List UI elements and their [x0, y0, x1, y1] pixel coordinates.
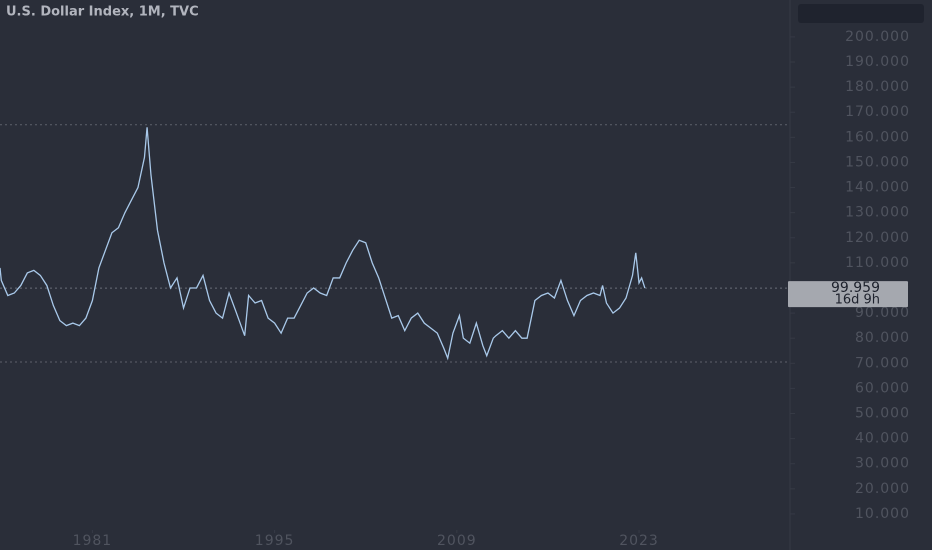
chart-title: U.S. Dollar Index, 1M, TVC	[6, 5, 199, 20]
price-line-series	[0, 127, 646, 361]
y-tick-label: 190.000	[845, 54, 910, 70]
y-tick-label: 180.000	[845, 79, 910, 95]
y-tick-label: 150.000	[845, 154, 910, 170]
y-tick-label: 70.000	[855, 355, 910, 371]
countdown-label: 16d 9h	[835, 293, 880, 308]
toolbar-box	[798, 4, 924, 23]
y-tick-label: 30.000	[855, 456, 910, 472]
y-tick-label: 200.000	[845, 29, 910, 45]
x-tick-label: 2023	[619, 533, 659, 549]
y-tick-label: 140.000	[845, 180, 910, 196]
y-tick-label: 40.000	[855, 431, 910, 447]
y-tick-label: 170.000	[845, 104, 910, 120]
y-tick-label: 20.000	[855, 481, 910, 497]
price-label-box	[788, 281, 908, 308]
y-tick-label: 130.000	[845, 205, 910, 221]
x-tick-label: 1995	[255, 533, 295, 549]
y-tick-label: 160.000	[845, 129, 910, 145]
x-tick-label: 2009	[437, 533, 477, 549]
y-tick-label: 10.000	[855, 506, 910, 522]
y-tick-label: 80.000	[855, 330, 910, 346]
price-label: 99.959	[831, 280, 880, 296]
x-tick-label: 1981	[73, 533, 113, 549]
y-tick-label: 60.000	[855, 380, 910, 396]
y-tick-label: 90.000	[855, 305, 910, 321]
y-tick-label: 110.000	[845, 255, 910, 271]
y-tick-label: 120.000	[845, 230, 910, 246]
y-tick-label: 50.000	[855, 406, 910, 422]
